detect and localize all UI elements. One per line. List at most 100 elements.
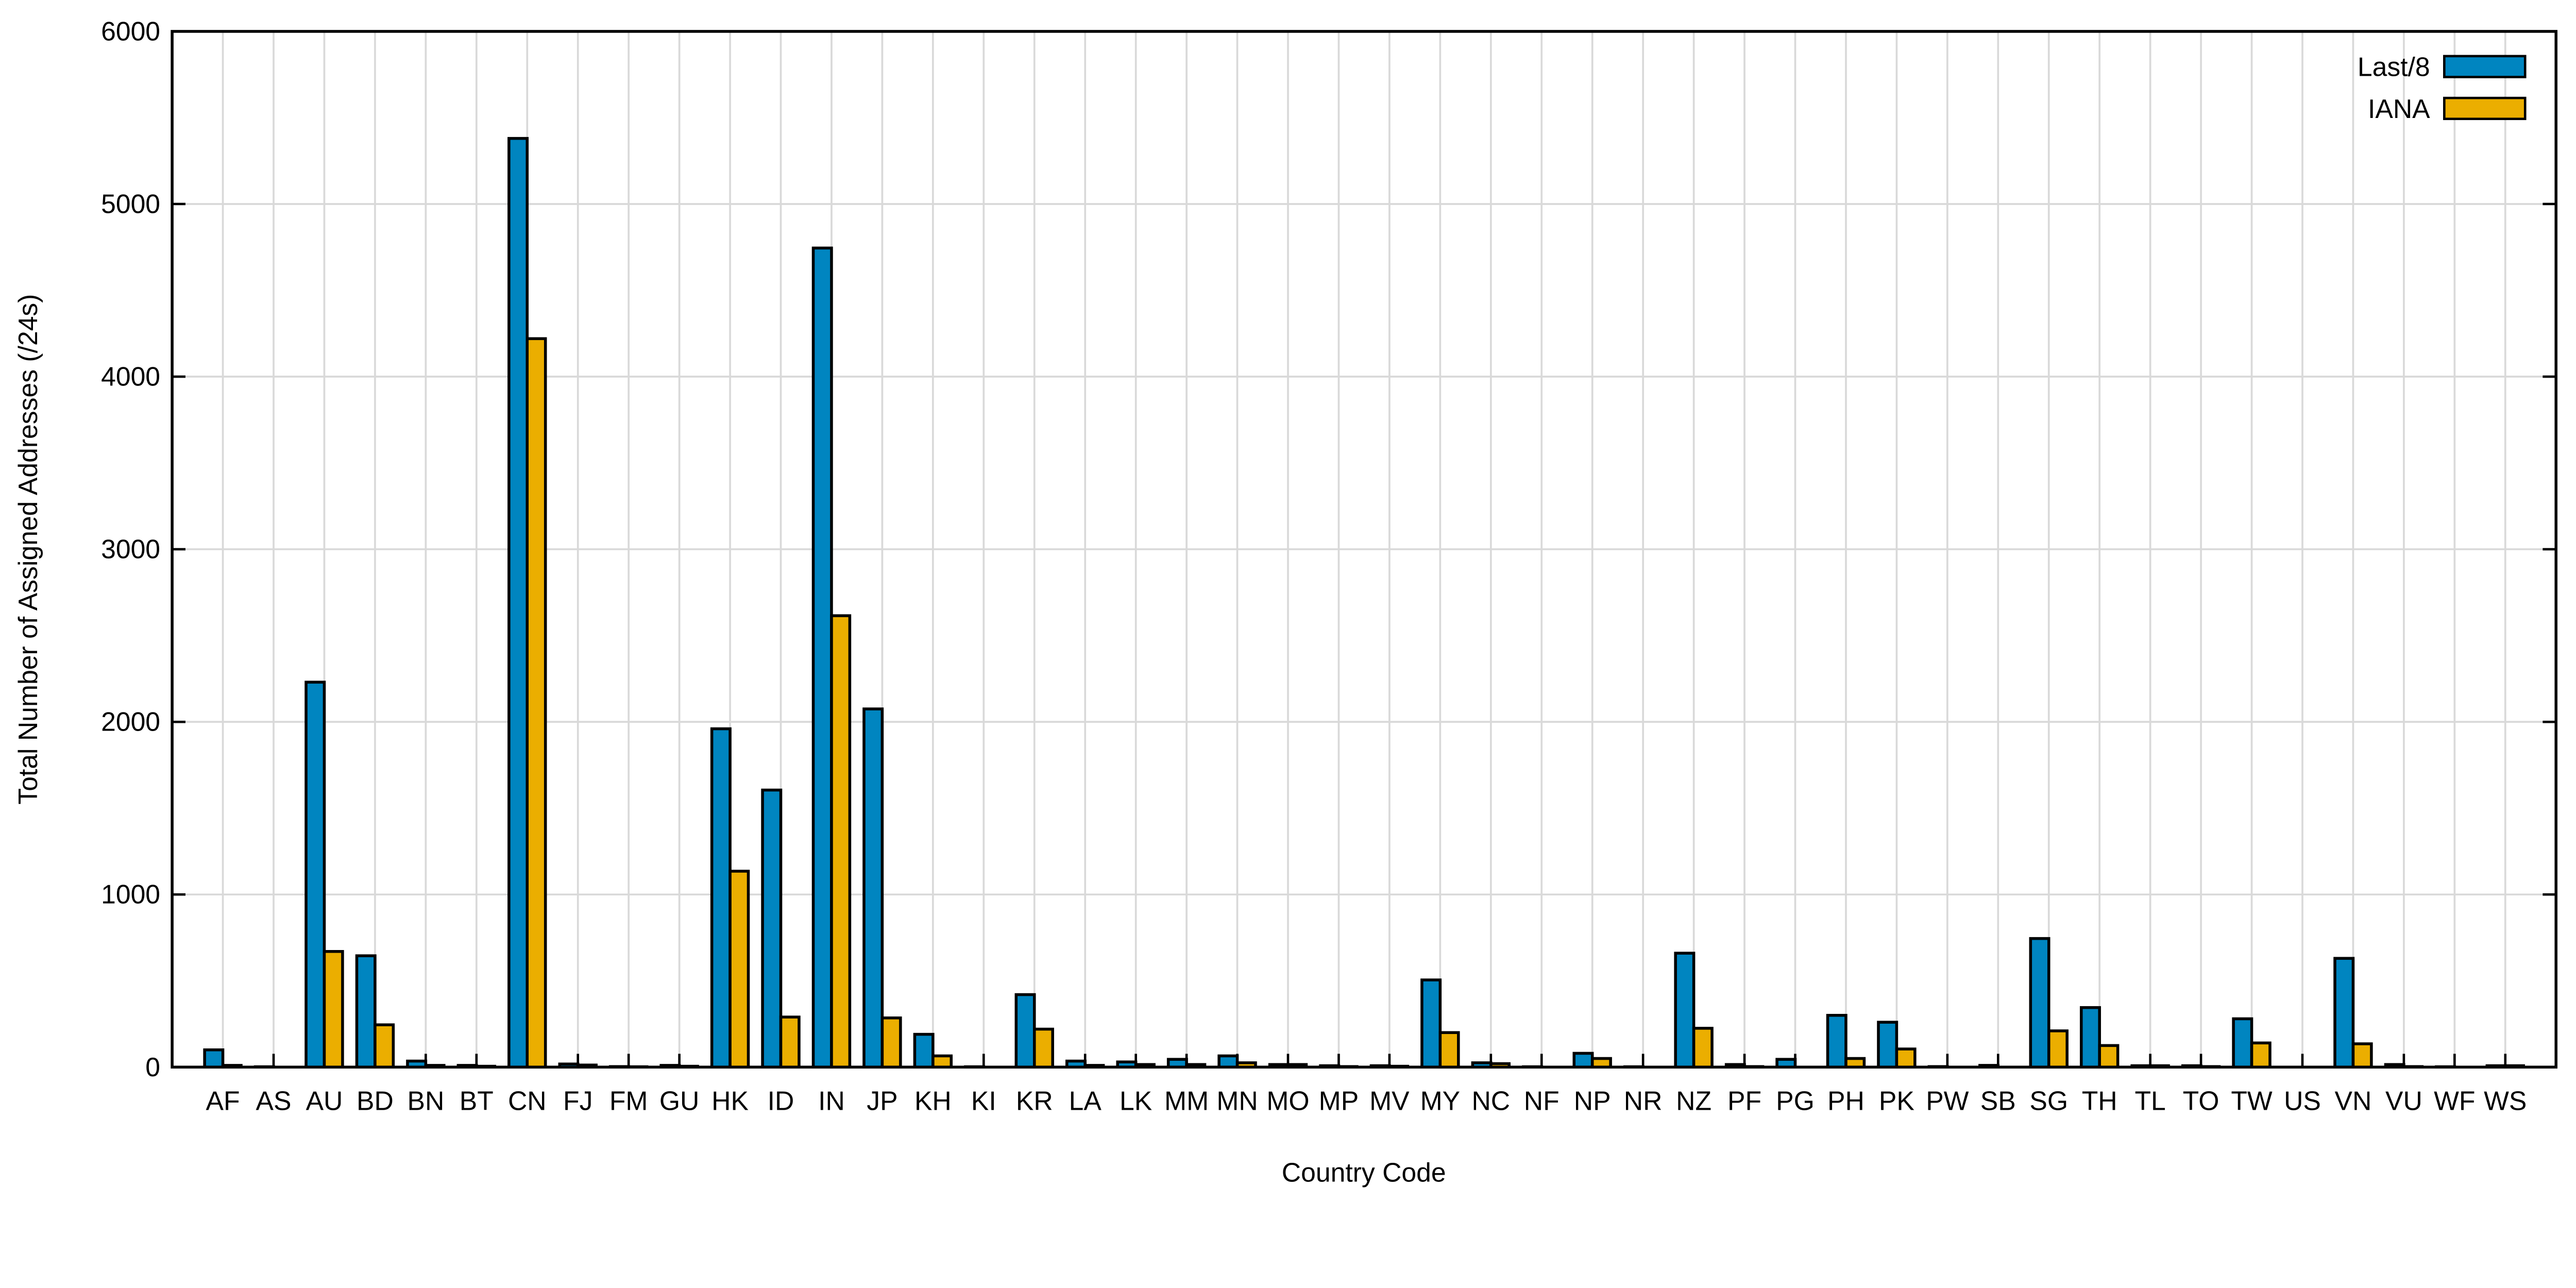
bar-last-8-cn — [507, 137, 529, 1069]
x-tick-label: AF — [206, 1086, 240, 1115]
bar-iana-tw — [2250, 1041, 2272, 1069]
bar-iana-pk — [1895, 1047, 1917, 1069]
legend-label: Last/8 — [2358, 52, 2430, 82]
bar-iana-id — [779, 1015, 801, 1069]
x-tick-label: WS — [2484, 1086, 2527, 1115]
x-tick-label: VU — [2385, 1086, 2422, 1115]
bar-iana-vn — [2351, 1042, 2373, 1069]
bar-last-8-bd — [355, 954, 377, 1069]
x-tick-label: VN — [2335, 1086, 2372, 1115]
legend-swatch — [2443, 55, 2527, 78]
y-tick-label: 1000 — [101, 879, 160, 909]
x-tick-label: KH — [914, 1086, 952, 1115]
y-tick-label: 0 — [145, 1052, 160, 1082]
bar-iana-bd — [374, 1023, 395, 1069]
x-tick-label: WF — [2434, 1086, 2475, 1115]
x-tick-label: MP — [1319, 1086, 1359, 1115]
bar-last-8-kh — [913, 1032, 935, 1069]
x-tick-label: MO — [1266, 1086, 1309, 1115]
bar-last-8-pk — [1877, 1021, 1899, 1069]
bar-last-8-au — [304, 681, 326, 1069]
bar-iana-sg — [2047, 1029, 2069, 1069]
bar-last-8-vn — [2333, 957, 2355, 1069]
y-tick-label: 6000 — [101, 16, 160, 46]
x-tick-label: JP — [867, 1086, 897, 1115]
bar-iana-hk — [728, 870, 750, 1069]
y-tick-label: 3000 — [101, 534, 160, 564]
legend: Last/8 IANA — [2358, 52, 2527, 124]
x-tick-label: TL — [2134, 1086, 2165, 1115]
bar-iana-my — [1438, 1031, 1460, 1069]
x-tick-label: SB — [1980, 1086, 2016, 1115]
x-tick-label: IN — [818, 1086, 845, 1115]
bar-iana-nz — [1692, 1027, 1714, 1069]
x-tick-label: US — [2284, 1086, 2321, 1115]
x-tick-label: PW — [1926, 1086, 1969, 1115]
bar-last-8-kr — [1014, 993, 1036, 1069]
x-tick-label: GU — [659, 1086, 700, 1115]
legend-label: IANA — [2368, 94, 2430, 124]
bar-last-8-th — [2079, 1006, 2101, 1069]
legend-swatch — [2443, 96, 2527, 121]
x-tick-label: TW — [2231, 1086, 2273, 1115]
x-tick-label: LA — [1069, 1086, 1102, 1115]
x-tick-label: NF — [1524, 1086, 1560, 1115]
x-tick-label: NZ — [1676, 1086, 1711, 1115]
x-tick-label: NC — [1471, 1086, 1510, 1115]
y-tick-label: 4000 — [101, 362, 160, 392]
x-tick-label: FJ — [563, 1086, 592, 1115]
x-tick-label: PF — [1727, 1086, 1761, 1115]
x-tick-label: MN — [1216, 1086, 1258, 1115]
bars — [203, 137, 2525, 1069]
bar-chart: 0 1000 2000 3000 4000 5000 6000 AF AS AU BD BN BT CN F… — [13, 16, 2557, 1188]
x-tick-label: MV — [1369, 1086, 1410, 1115]
bar-last-8-mn — [1217, 1054, 1239, 1069]
bar-iana-kr — [1032, 1027, 1054, 1069]
x-tick-label: PK — [1879, 1086, 1914, 1115]
bar-iana-jp — [880, 1016, 902, 1069]
bar-iana-au — [323, 950, 344, 1069]
x-tick-label: TH — [2082, 1086, 2117, 1115]
bar-last-8-jp — [862, 707, 884, 1069]
bar-iana-kh — [931, 1054, 953, 1069]
x-tick-label: KI — [971, 1086, 996, 1115]
bar-last-8-ph — [1826, 1013, 1848, 1069]
bar-last-8-my — [1420, 978, 1442, 1069]
bar-last-8-hk — [710, 727, 732, 1069]
x-tick-label: NR — [1624, 1086, 1663, 1115]
x-tick-label: BT — [460, 1086, 494, 1115]
bar-last-8-id — [761, 788, 783, 1069]
plot-frame — [171, 30, 2557, 1069]
bar-last-8-nz — [1674, 952, 1696, 1069]
x-tick-label: MY — [1420, 1086, 1461, 1115]
x-tick-label: BN — [407, 1086, 444, 1115]
x-tick-label: AS — [256, 1086, 292, 1115]
bar-last-8-in — [811, 246, 833, 1069]
x-tick-label: ID — [768, 1086, 794, 1115]
x-tick-label: BD — [357, 1086, 394, 1115]
x-tick-label: PH — [1827, 1086, 1865, 1115]
bar-last-8-tw — [2232, 1017, 2253, 1069]
x-tick-label: AU — [306, 1086, 343, 1115]
y-tick-label: 5000 — [101, 189, 160, 219]
axes — [171, 30, 2557, 1069]
x-axis-label: Country Code — [1282, 1158, 1446, 1188]
x-tick-label: KR — [1016, 1086, 1053, 1115]
bar-iana-cn — [526, 337, 547, 1069]
x-tick-label: CN — [508, 1086, 547, 1115]
y-axis-label: Total Number of Assigned Addresses (/24s… — [13, 294, 43, 805]
x-tick-label: MM — [1164, 1086, 1209, 1115]
x-tick-label: FM — [609, 1086, 648, 1115]
bar-last-8-np — [1572, 1052, 1594, 1069]
bar-iana-th — [2098, 1044, 2120, 1069]
x-tick-label: SG — [2029, 1086, 2068, 1115]
bar-last-8-sg — [2029, 937, 2050, 1069]
x-tick-label: TO — [2183, 1086, 2219, 1115]
x-tick-label: NP — [1574, 1086, 1611, 1115]
tick-labels: 0 1000 2000 3000 4000 5000 6000 AF AS AU BD BN BT CN F… — [101, 16, 2527, 1115]
x-tick-label: PG — [1776, 1086, 1815, 1115]
bar-iana-in — [830, 614, 852, 1069]
bar-last-8-af — [203, 1048, 225, 1069]
x-tick-label: LK — [1120, 1086, 1152, 1115]
y-tick-label: 2000 — [101, 707, 160, 737]
